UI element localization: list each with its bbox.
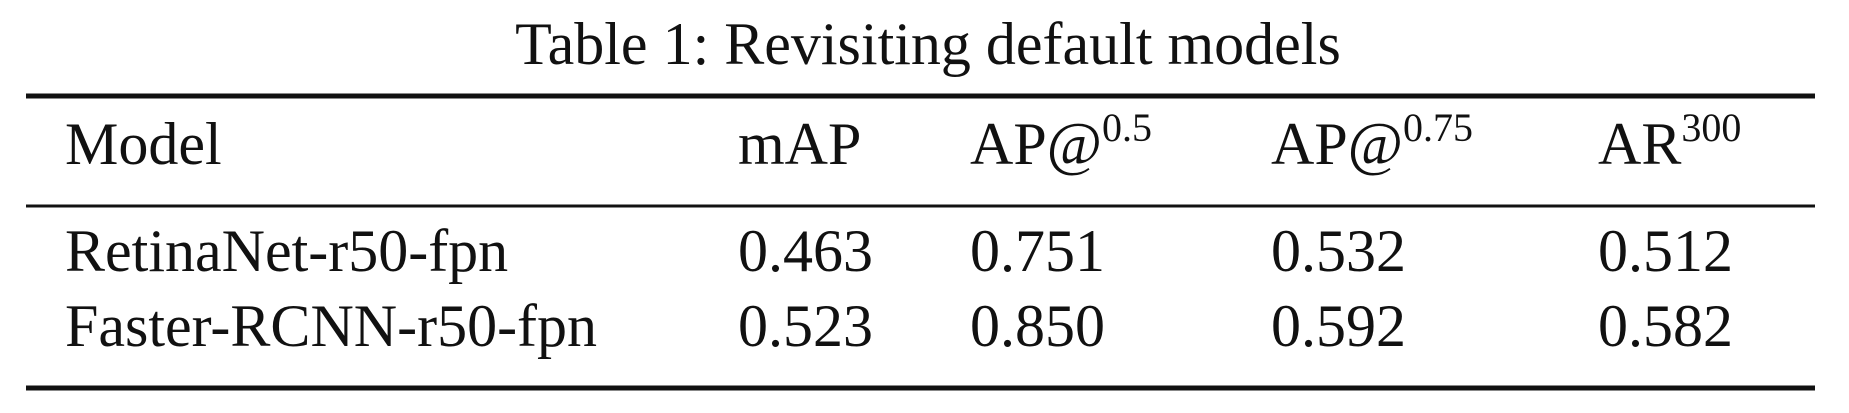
metric-value: 0.850 — [970, 293, 1105, 359]
metric-value: 0.582 — [1598, 293, 1733, 359]
model-name: Faster-RCNN-r50-fpn — [65, 293, 597, 359]
metric-value: 0.751 — [970, 218, 1105, 284]
header-cell: AP@0.75 — [1271, 105, 1473, 177]
model-name: RetinaNet-r50-fpn — [65, 218, 508, 284]
header-text: mAP — [738, 111, 861, 177]
header-text: AP@ — [1271, 111, 1403, 177]
header-cell: AP@0.5 — [970, 105, 1152, 177]
header-superscript: 0.75 — [1403, 105, 1473, 150]
header-cell: AR300 — [1598, 105, 1741, 177]
metric-value: 0.512 — [1598, 218, 1733, 284]
metric-value: 0.463 — [738, 218, 873, 284]
header-cell: mAP — [738, 111, 861, 177]
header-superscript: 0.5 — [1102, 105, 1152, 150]
header-superscript: 300 — [1681, 105, 1741, 150]
caption: Table 1: Revisiting default models — [515, 11, 1341, 77]
metric-value: 0.592 — [1271, 293, 1406, 359]
header-cell: Model — [65, 111, 222, 177]
header-text: AR — [1598, 111, 1681, 177]
metric-value: 0.532 — [1271, 218, 1406, 284]
header-text: AP@ — [970, 111, 1102, 177]
header-text: Model — [65, 111, 222, 177]
metric-value: 0.523 — [738, 293, 873, 359]
